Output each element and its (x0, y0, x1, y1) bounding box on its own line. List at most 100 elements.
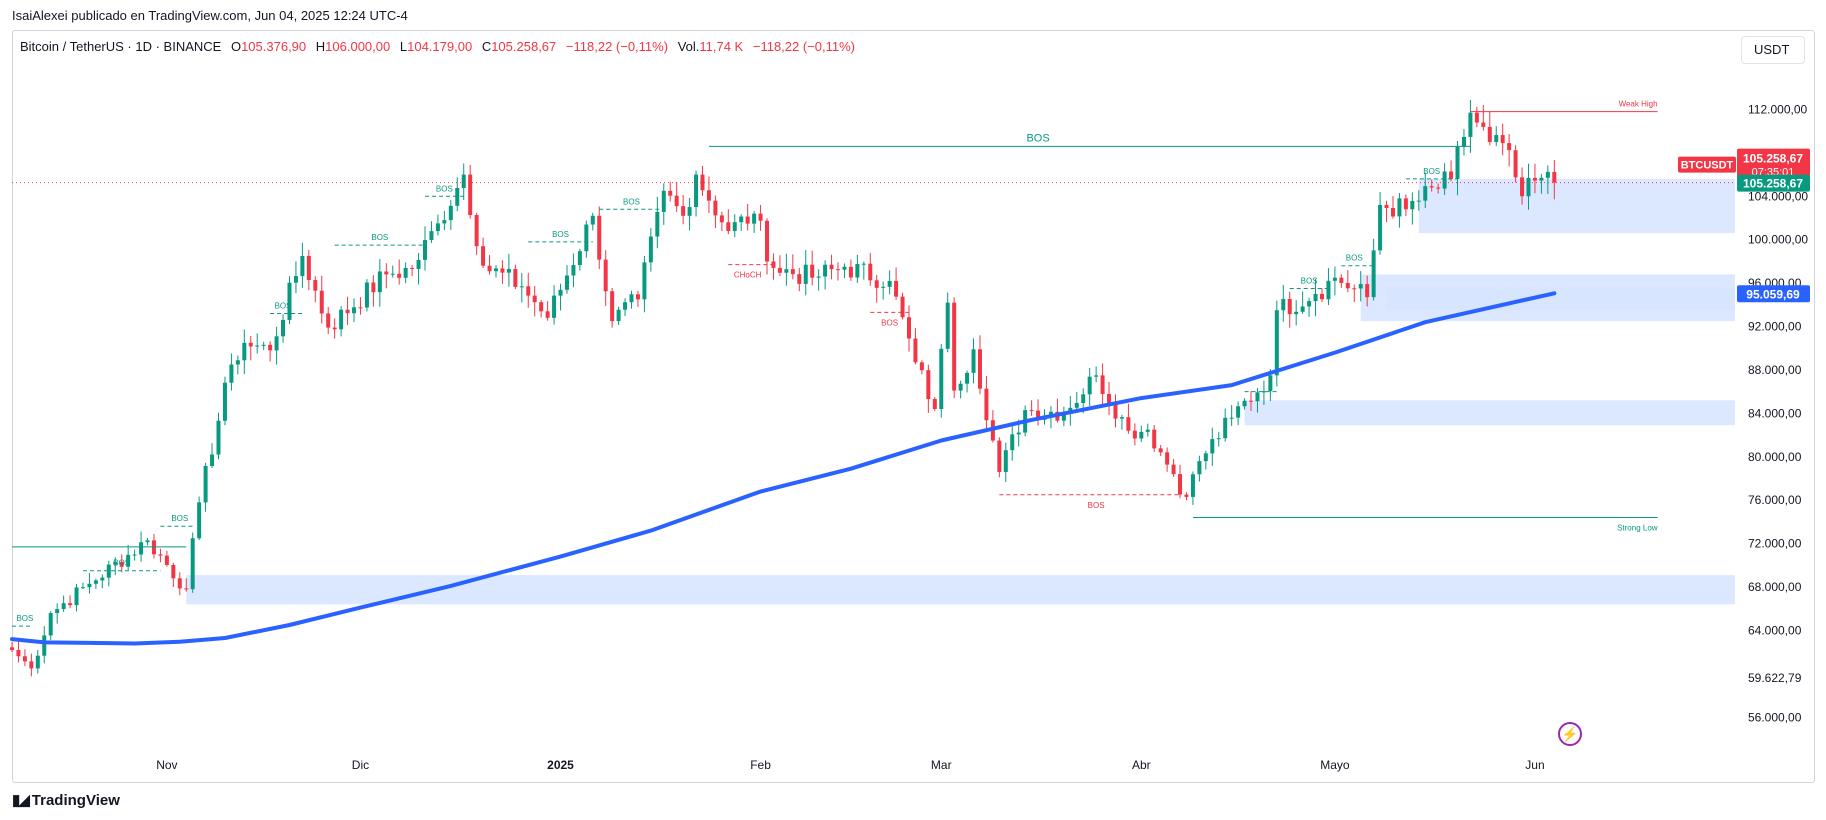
candle (958, 380, 963, 399)
candle (132, 549, 137, 561)
x-tick-label: Nov (156, 758, 177, 772)
lightning-icon[interactable]: ⚡ (1558, 722, 1582, 746)
candle (1210, 427, 1215, 466)
candle (1371, 238, 1376, 301)
candle (842, 263, 847, 278)
candle (539, 299, 544, 318)
candle (332, 318, 337, 339)
low-price-tag: 59.622,79 (1737, 669, 1810, 686)
candle (1094, 366, 1099, 383)
structure-label-2: Weak High (1619, 100, 1658, 109)
candle (500, 260, 505, 284)
candle (797, 267, 802, 292)
publisher-caption: IsaiAlexei publicado en TradingView.com,… (12, 8, 408, 23)
candle (1455, 141, 1460, 196)
low-label: L (399, 39, 408, 54)
candle (416, 252, 421, 285)
candle (1074, 392, 1079, 413)
time-axis[interactable]: Nov Dic 2025 Feb Mar Abr Mayo Jun (156, 758, 1544, 772)
candle (571, 253, 576, 288)
candle (648, 227, 653, 272)
candle (1126, 403, 1131, 434)
candle (1100, 363, 1105, 405)
structure-label-3: Strong Low (1617, 524, 1658, 533)
candle (519, 272, 524, 303)
candle (784, 253, 789, 286)
candle (810, 250, 815, 286)
candle (306, 249, 311, 291)
candle (1352, 284, 1357, 302)
candle (1487, 111, 1492, 146)
candle (171, 562, 176, 587)
candle (364, 279, 369, 312)
candle (552, 285, 557, 325)
structure-label-4: BOS (1088, 501, 1105, 510)
candle (506, 253, 511, 287)
candle (87, 573, 92, 594)
candle (816, 269, 821, 291)
price-tags-layer: BTCUSDT 105.258,6707:35:01105.258,6795.05… (1678, 148, 1810, 686)
candle (468, 164, 473, 219)
candle (1132, 423, 1137, 446)
structure-label-1: BOS (1026, 132, 1049, 144)
candle (674, 181, 679, 213)
candle (1313, 278, 1318, 317)
candle (932, 396, 937, 412)
zones-layer (186, 178, 1735, 605)
candle (1107, 381, 1112, 416)
candle (1165, 447, 1170, 472)
candle (803, 250, 808, 296)
candle (597, 206, 602, 270)
levels-layer: BOS Weak High Strong Low BOS CHoCH BOS BOS BOS B… (12, 100, 1735, 627)
currency-button[interactable]: USDT (1741, 36, 1805, 64)
candle (1223, 408, 1228, 442)
candle (971, 338, 976, 384)
close-label: C (481, 39, 492, 54)
candle (1384, 200, 1389, 223)
close-price-value: 105.258,67 (1743, 177, 1803, 191)
candle (1184, 492, 1189, 501)
candle (151, 533, 156, 559)
candle (790, 254, 795, 280)
candle (1332, 266, 1337, 296)
candle (642, 255, 647, 313)
candle (1378, 192, 1383, 255)
x-tick-label: Mayo (1320, 758, 1350, 772)
symbol-title[interactable]: Bitcoin / TetherUS · 1D · BINANCE (20, 39, 222, 54)
price-axis[interactable]: 112.000,00104.000,00100.000,0096.000,009… (1748, 102, 1808, 724)
symbol-legend: Bitcoin / TetherUS · 1D · BINANCE O105.3… (20, 39, 855, 54)
candle (1326, 268, 1331, 306)
candle (926, 364, 931, 413)
candle (1236, 401, 1241, 426)
candle (1152, 425, 1157, 453)
y-tick-label: 84.000,00 (1748, 406, 1802, 420)
candle (558, 283, 563, 311)
candle (442, 210, 447, 231)
candle (268, 341, 273, 362)
candle (210, 443, 215, 469)
structure-label-12: BOS (436, 184, 453, 193)
candle (836, 262, 841, 281)
candle (906, 305, 911, 352)
candle (655, 196, 660, 249)
candle (997, 437, 1002, 478)
candle (945, 292, 950, 353)
candle (990, 410, 995, 443)
candle (1300, 291, 1305, 314)
candle (100, 574, 105, 589)
last-price-value: 105.258,67 (1743, 152, 1803, 166)
candle (739, 214, 744, 231)
candle (1345, 270, 1350, 293)
candle (1494, 126, 1499, 147)
candle (93, 578, 98, 589)
candle (526, 272, 531, 308)
change-value: −118,22 (−0,11%) (565, 39, 669, 54)
candle (339, 306, 344, 337)
candle (1203, 450, 1208, 470)
candle (1249, 391, 1254, 411)
candle (1229, 405, 1234, 426)
x-tick-label: 2025 (547, 758, 574, 772)
candle (177, 572, 182, 596)
